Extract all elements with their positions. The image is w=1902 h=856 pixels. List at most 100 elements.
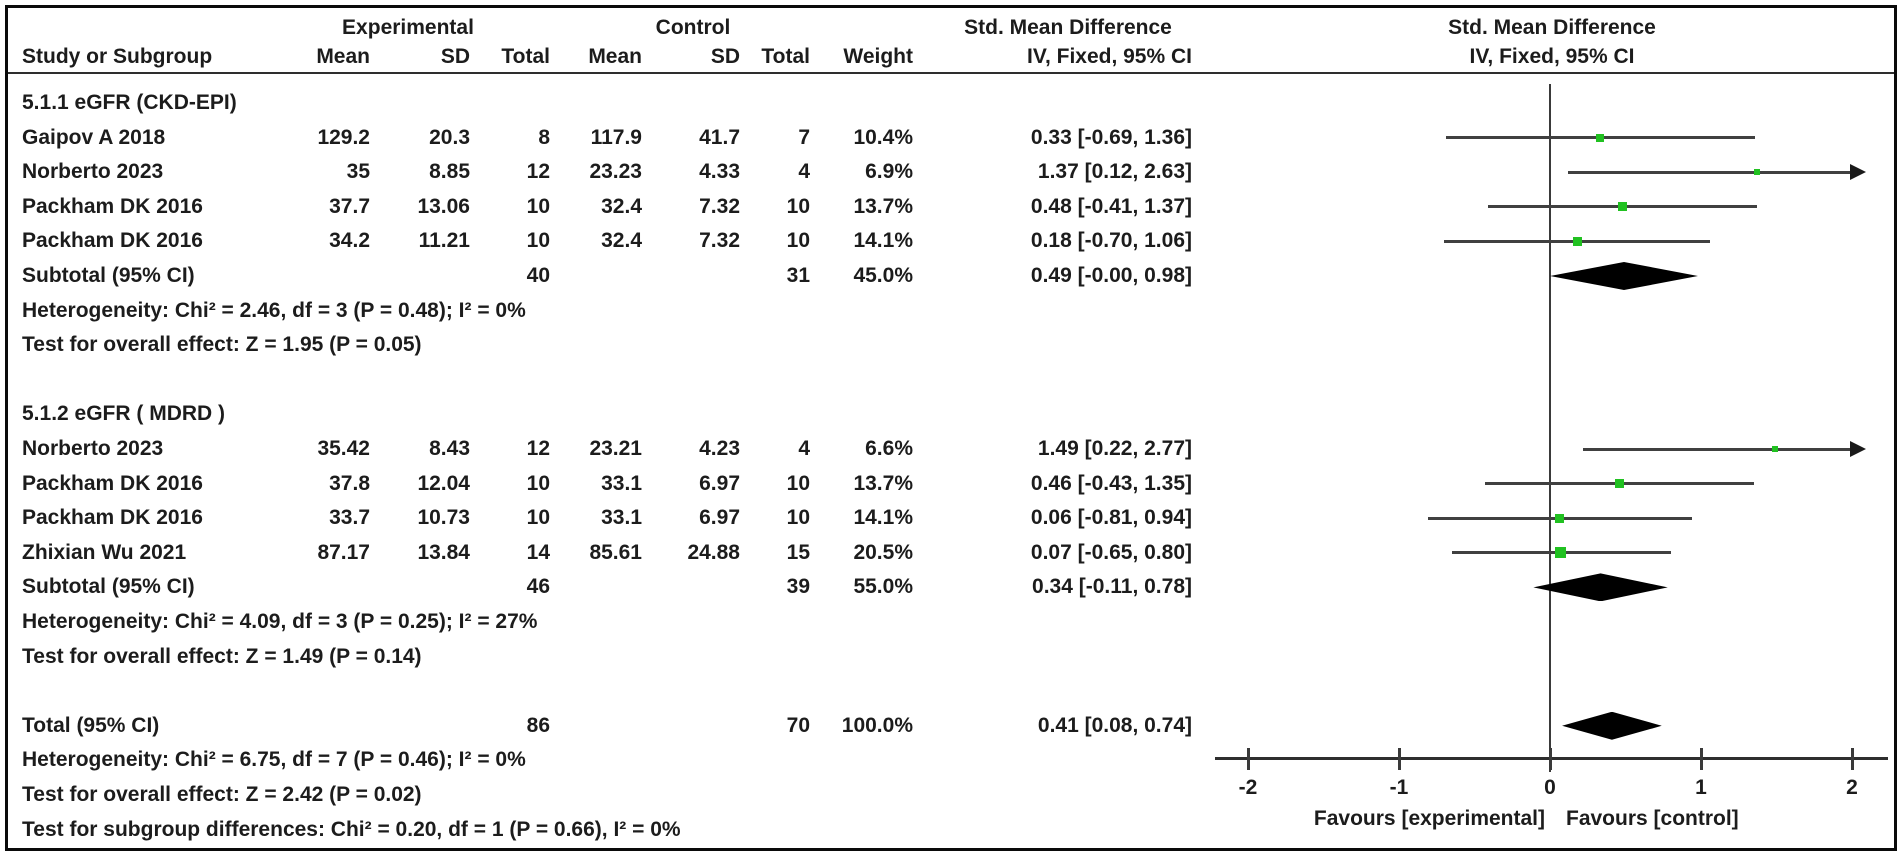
cell-mean1: 33.7 (329, 506, 370, 530)
cell-weight: 14.1% (853, 506, 913, 530)
cell-total1: 46 (526, 575, 550, 599)
column-group-control: Control (655, 16, 731, 39)
column-group-experimental: Experimental (342, 16, 474, 39)
cell-weight: 6.6% (865, 437, 913, 460)
cell-weight: 13.7% (853, 194, 913, 218)
cell-total2: 70 (786, 713, 810, 737)
cell-mean1: 35 (346, 160, 370, 184)
cell-sd2: 4.33 (699, 160, 740, 184)
cell-mean1: 35.42 (317, 437, 370, 460)
cell-mean1: 34.2 (329, 229, 370, 253)
cell-weight: 6.9% (865, 160, 913, 184)
cell-total1: 40 (526, 264, 550, 287)
cell-total1: 8 (538, 125, 550, 149)
cell-sd1: 8.85 (429, 160, 470, 184)
axis-tick-label: -2 (1238, 776, 1258, 799)
cell-mean1: 87.17 (317, 540, 370, 564)
axis-tick (1850, 748, 1854, 770)
study-label: Packham DK 2016 (22, 506, 203, 530)
cell-total1: 10 (526, 506, 550, 530)
column-header-study: Study or Subgroup (22, 45, 213, 68)
cell-total2: 10 (786, 194, 810, 218)
axis-tick-label: 1 (1695, 776, 1707, 799)
study-label: Gaipov A 2018 (22, 125, 166, 149)
ci-line (1568, 170, 1850, 174)
cell-weight: 100.0% (841, 713, 913, 737)
axis-tick (1397, 748, 1401, 770)
study-label: Zhixian Wu 2021 (22, 540, 187, 564)
cell-ci: 0.41 [0.08, 0.74] (1037, 713, 1192, 737)
cell-sd2: 4.23 (699, 437, 740, 460)
cell-total2: 4 (798, 437, 810, 460)
cell-mean1: 129.2 (317, 125, 370, 149)
column-header-weight: Weight (843, 45, 913, 68)
cell-ci: 1.49 [0.22, 2.77] (1037, 437, 1192, 460)
favours-left-label: Favours [experimental] (1313, 807, 1545, 830)
cell-total2: 7 (798, 125, 810, 149)
cell-sd1: 10.73 (417, 506, 470, 530)
cell-total2: 10 (786, 229, 810, 253)
zero-line (1549, 84, 1551, 772)
header-underline (8, 72, 1894, 74)
effect-marker (1771, 446, 1778, 452)
cell-mean2: 85.61 (589, 540, 642, 564)
subgroup-heading: 5.1.1 eGFR (CKD-EPI) (22, 91, 237, 114)
effect-marker (1614, 479, 1624, 489)
cell-mean2: 32.4 (601, 194, 642, 218)
favours-right-label: Favours [control] (1566, 807, 1739, 830)
study-label: Packham DK 2016 (22, 471, 203, 495)
effect-column-subtitle-left: IV, Fixed, 95% CI (1027, 45, 1192, 68)
subtotal-label: Subtotal (95% CI) (22, 575, 195, 599)
cell-ci: 0.07 [-0.65, 0.80] (1030, 540, 1192, 564)
study-label: Norberto 2023 (22, 160, 164, 184)
stat-text: Test for subgroup differences: Chi² = 0.… (22, 817, 681, 841)
cell-ci: 0.46 [-0.43, 1.35] (1030, 471, 1192, 495)
study-label: Packham DK 2016 (22, 229, 203, 253)
cell-sd2: 7.32 (699, 229, 740, 253)
cell-ci: 0.48 [-0.41, 1.37] (1030, 194, 1192, 218)
cell-weight: 10.4% (853, 125, 913, 149)
cell-total2: 10 (786, 471, 810, 495)
axis-tick (1246, 748, 1250, 770)
column-header-total-exp: Total (501, 45, 550, 68)
cell-total2: 10 (786, 506, 810, 530)
cell-weight: 14.1% (853, 229, 913, 253)
cell-weight: 20.5% (853, 540, 913, 564)
cell-total1: 14 (526, 540, 550, 564)
cell-weight: 13.7% (853, 471, 913, 495)
effect-marker (1554, 513, 1564, 523)
stat-text: Test for overall effect: Z = 2.42 (P = 0… (22, 783, 422, 806)
column-header-sd-ctl: SD (710, 45, 740, 68)
cell-sd1: 12.04 (417, 471, 470, 495)
ci-arrow-right (1850, 164, 1866, 181)
axis-tick-label: 0 (1544, 776, 1556, 799)
cell-total1: 86 (526, 713, 550, 737)
stat-text: Heterogeneity: Chi² = 4.09, df = 3 (P = … (22, 610, 538, 633)
effect-marker (1555, 547, 1567, 559)
cell-mean2: 33.1 (601, 506, 642, 530)
cell-ci: 0.49 [-0.00, 0.98] (1030, 264, 1192, 287)
axis-tick-label: -1 (1389, 776, 1409, 799)
cell-total2: 4 (798, 160, 810, 184)
figure-border (5, 5, 1897, 851)
cell-sd1: 20.3 (429, 125, 470, 149)
cell-mean1: 37.7 (329, 194, 370, 218)
cell-ci: 0.33 [-0.69, 1.36] (1030, 125, 1192, 149)
effect-column-subtitle-right: IV, Fixed, 95% CI (1469, 45, 1635, 68)
axis-tick (1699, 748, 1703, 770)
cell-total2: 15 (786, 540, 810, 564)
stat-text: Test for overall effect: Z = 1.95 (P = 0… (22, 333, 422, 357)
axis-tick-label: 2 (1846, 776, 1858, 799)
cell-sd1: 11.21 (418, 229, 470, 253)
cell-mean2: 32.4 (601, 229, 642, 253)
effect-marker (1753, 169, 1760, 176)
axis-tick (1548, 748, 1552, 770)
cell-ci: 1.37 [0.12, 2.63] (1037, 160, 1192, 184)
column-header-sd-exp: SD (440, 45, 470, 68)
stat-text: Test for overall effect: Z = 1.49 (P = 0… (22, 644, 422, 668)
column-header-mean-exp: Mean (316, 45, 370, 68)
stat-text: Heterogeneity: Chi² = 2.46, df = 3 (P = … (22, 298, 526, 322)
effect-column-title-right: Std. Mean Difference (1448, 16, 1656, 39)
cell-total2: 39 (786, 575, 810, 599)
column-header-total-ctl: Total (761, 45, 810, 68)
